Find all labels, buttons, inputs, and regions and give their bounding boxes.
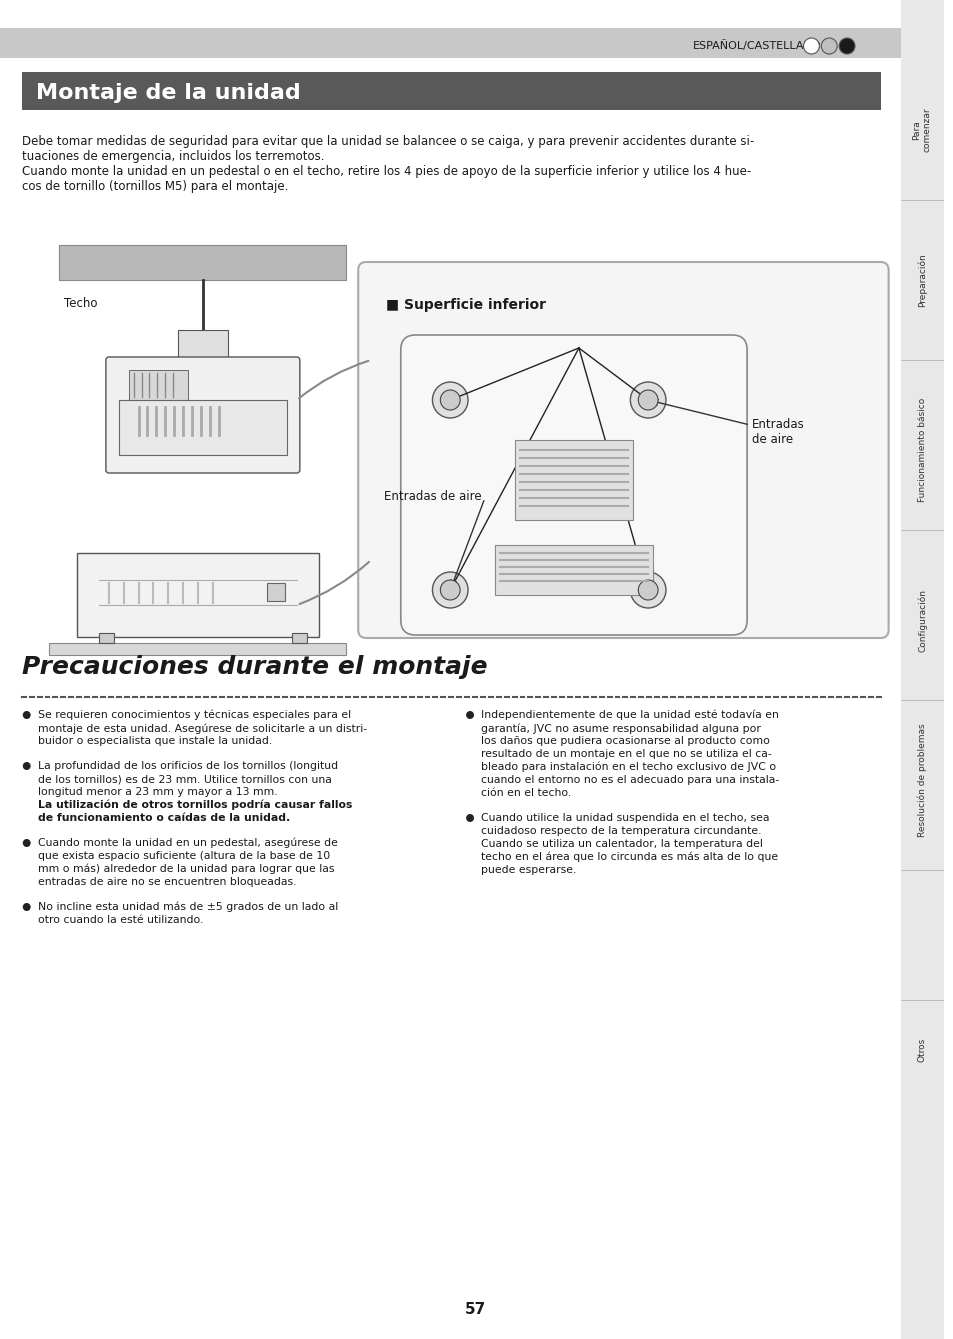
Text: Otros: Otros <box>917 1038 925 1062</box>
Circle shape <box>23 762 30 770</box>
Text: ción en el techo.: ción en el techo. <box>480 787 571 798</box>
Text: Precauciones durante el montaje: Precauciones durante el montaje <box>22 655 487 679</box>
Text: entradas de aire no se encuentren bloqueadas.: entradas de aire no se encuentren bloque… <box>37 877 295 886</box>
Text: que exista espacio suficiente (altura de la base de 10: que exista espacio suficiente (altura de… <box>37 852 330 861</box>
Text: No incline esta unidad más de ±5 grados de un lado al: No incline esta unidad más de ±5 grados … <box>37 902 337 912</box>
Text: ESPAÑOL/CASTELLANO: ESPAÑOL/CASTELLANO <box>692 40 821 51</box>
FancyBboxPatch shape <box>0 28 900 58</box>
Text: Techo: Techo <box>64 297 98 311</box>
FancyBboxPatch shape <box>59 245 346 280</box>
Circle shape <box>638 580 658 600</box>
Text: 4 ubicaciones: 4 ubicaciones <box>509 335 590 348</box>
Text: cuando el entorno no es el adecuado para una instala-: cuando el entorno no es el adecuado para… <box>480 775 779 785</box>
Text: Configuración: Configuración <box>917 589 926 652</box>
Text: de funcionamiento o caídas de la unidad.: de funcionamiento o caídas de la unidad. <box>37 813 290 823</box>
FancyBboxPatch shape <box>495 545 653 595</box>
Text: Funcionamiento básico: Funcionamiento básico <box>917 398 925 502</box>
Text: garantía, JVC no asume responsabilidad alguna por: garantía, JVC no asume responsabilidad a… <box>480 723 760 734</box>
Text: Se requieren conocimientos y técnicas especiales para el: Se requieren conocimientos y técnicas es… <box>37 710 351 720</box>
FancyBboxPatch shape <box>357 262 887 637</box>
Circle shape <box>638 390 658 410</box>
FancyBboxPatch shape <box>50 643 346 655</box>
Text: La utilización de otros tornillos podría causar fallos: La utilización de otros tornillos podría… <box>37 799 352 810</box>
Text: mm o más) alrededor de la unidad para lograr que las: mm o más) alrededor de la unidad para lo… <box>37 864 334 874</box>
Circle shape <box>440 580 459 600</box>
Circle shape <box>630 572 665 608</box>
Text: ■ Superficie inferior: ■ Superficie inferior <box>386 299 545 312</box>
FancyBboxPatch shape <box>99 633 113 643</box>
Circle shape <box>23 840 30 848</box>
Text: otro cuando la esté utilizando.: otro cuando la esté utilizando. <box>37 915 203 925</box>
Circle shape <box>839 37 854 54</box>
Text: de los tornillos) es de 23 mm. Utilice tornillos con una: de los tornillos) es de 23 mm. Utilice t… <box>37 774 331 785</box>
Text: techo en el área que lo circunda es más alta de lo que: techo en el área que lo circunda es más … <box>480 852 778 862</box>
FancyBboxPatch shape <box>106 358 299 473</box>
Text: Resolución de problemas: Resolución de problemas <box>917 723 926 837</box>
FancyBboxPatch shape <box>400 335 746 635</box>
FancyBboxPatch shape <box>22 72 880 110</box>
Text: puede esperarse.: puede esperarse. <box>480 865 576 874</box>
Text: Preparación: Preparación <box>917 253 926 307</box>
Text: los daños que pudiera ocasionarse al producto como: los daños que pudiera ocasionarse al pro… <box>480 736 769 746</box>
Text: Montaje de la unidad: Montaje de la unidad <box>35 83 300 103</box>
Text: resultado de un montaje en el que no se utiliza el ca-: resultado de un montaje en el que no se … <box>480 749 771 759</box>
Circle shape <box>23 902 30 911</box>
FancyBboxPatch shape <box>129 370 188 400</box>
Text: Cuando se utiliza un calentador, la temperatura del: Cuando se utiliza un calentador, la temp… <box>480 840 762 849</box>
Text: montaje de esta unidad. Asegúrese de solicitarle a un distri-: montaje de esta unidad. Asegúrese de sol… <box>37 723 366 734</box>
Circle shape <box>821 37 837 54</box>
Circle shape <box>23 711 30 719</box>
Circle shape <box>630 382 665 418</box>
Text: La profundidad de los orificios de los tornillos (longitud: La profundidad de los orificios de los t… <box>37 761 337 771</box>
Circle shape <box>440 390 459 410</box>
Circle shape <box>802 37 819 54</box>
Text: Para
comenzar: Para comenzar <box>912 107 931 153</box>
Text: 57: 57 <box>464 1303 485 1318</box>
Text: Cuando monte la unidad en un pedestal o en el techo, retire los 4 pies de apoyo : Cuando monte la unidad en un pedestal o … <box>22 165 750 193</box>
Circle shape <box>432 572 468 608</box>
FancyBboxPatch shape <box>267 582 285 601</box>
Text: Cuando utilice la unidad suspendida en el techo, sea: Cuando utilice la unidad suspendida en e… <box>480 813 769 823</box>
Circle shape <box>466 814 474 822</box>
Text: longitud menor a 23 mm y mayor a 13 mm.: longitud menor a 23 mm y mayor a 13 mm. <box>37 787 277 797</box>
FancyBboxPatch shape <box>292 633 307 643</box>
FancyBboxPatch shape <box>900 0 943 1339</box>
Text: Debe tomar medidas de seguridad para evitar que la unidad se balancee o se caiga: Debe tomar medidas de seguridad para evi… <box>22 135 753 163</box>
Circle shape <box>466 711 474 719</box>
FancyBboxPatch shape <box>118 400 287 455</box>
Text: bleado para instalación en el techo exclusivo de JVC o: bleado para instalación en el techo excl… <box>480 762 775 773</box>
FancyBboxPatch shape <box>178 329 228 360</box>
Text: Entradas de aire: Entradas de aire <box>383 490 481 503</box>
FancyBboxPatch shape <box>514 441 633 520</box>
Circle shape <box>432 382 468 418</box>
Text: Entradas
de aire: Entradas de aire <box>751 418 804 446</box>
Text: cuidadoso respecto de la temperatura circundante.: cuidadoso respecto de la temperatura cir… <box>480 826 760 836</box>
FancyBboxPatch shape <box>77 553 318 637</box>
Text: Independientemente de que la unidad esté todavía en: Independientemente de que la unidad esté… <box>480 710 778 720</box>
Text: Cuando monte la unidad en un pedestal, asegúrese de: Cuando monte la unidad en un pedestal, a… <box>37 838 337 849</box>
Text: buidor o especialista que instale la unidad.: buidor o especialista que instale la uni… <box>37 736 272 746</box>
